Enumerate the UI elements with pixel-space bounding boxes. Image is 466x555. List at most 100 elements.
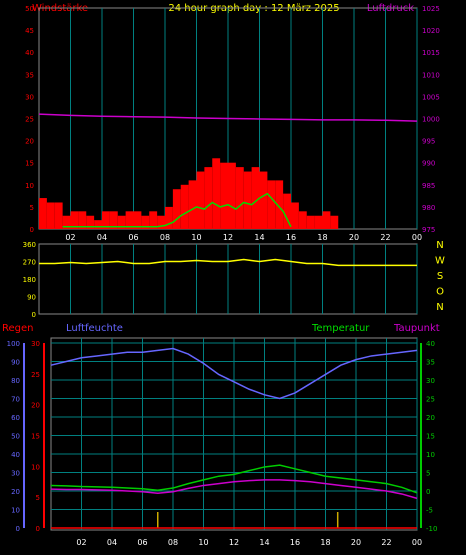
wind-bar <box>220 162 228 229</box>
direction-line <box>39 258 417 267</box>
pressure-line <box>38 113 418 122</box>
wind-bar <box>180 184 189 229</box>
wind-bar <box>70 211 79 229</box>
panel1-x-tick-label: 22 <box>380 233 390 242</box>
panel1-x-tick-label: 18 <box>317 233 327 242</box>
panel1-x-tick-label: 04 <box>97 233 107 242</box>
pressure-tick-label: 990 <box>422 160 435 168</box>
temperature-tick-label: -10 <box>426 525 437 533</box>
wind-tick-label: 15 <box>25 160 34 168</box>
temperature-y-ticks: -10 -5 0 5 10 15 20 25 30 35 40 <box>426 340 437 533</box>
pressure-tick-label: 995 <box>422 138 435 146</box>
panel3-x-tick-label: 20 <box>351 538 361 547</box>
wind-bar <box>46 202 55 229</box>
panel1-x-tick-label: 12 <box>223 233 233 242</box>
wind-tick-label: 5 <box>30 204 34 212</box>
wind-bar <box>102 211 110 229</box>
wind-bar <box>62 215 71 229</box>
panel3-x-tick-label: 16 <box>290 538 300 547</box>
pressure-tick-label: 1020 <box>422 27 440 35</box>
humidity-tick-label: 10 <box>11 507 20 515</box>
direction-label: N <box>436 240 443 251</box>
humidity-tick-label: 0 <box>16 525 20 533</box>
temperature-tick-label: 25 <box>426 396 435 404</box>
humidity-tick-label: 100 <box>7 340 20 348</box>
temperature-tick-label: 35 <box>426 359 435 367</box>
direction-label: O <box>436 287 444 298</box>
wind-bar <box>291 202 299 229</box>
panel3-x-tick-label: 22 <box>381 538 391 547</box>
pressure-tick-label: 980 <box>422 204 435 212</box>
wind-bars <box>39 158 339 229</box>
panel3-x-tick-label: 06 <box>137 538 147 547</box>
temperature-tick-label: -5 <box>426 507 433 515</box>
panel3-x-tick-label: 02 <box>76 538 86 547</box>
humidity-y-ticks: 0 10 20 30 40 50 60 70 80 90 100 <box>7 340 20 533</box>
panel1-x-tick-label: 16 <box>286 233 296 242</box>
temperature-tick-label: 30 <box>426 377 435 385</box>
rain-tick-label: 15 <box>31 433 40 441</box>
pressure-tick-label: 1005 <box>422 93 440 101</box>
wind-bar <box>117 215 126 229</box>
humidity-tick-label: 90 <box>11 359 20 367</box>
temperature-tick-label: 5 <box>426 470 430 478</box>
panel3-x-tick-label: 10 <box>198 538 208 547</box>
wind-bar <box>196 171 205 229</box>
rain-axis-label: Regen <box>2 323 34 334</box>
rain-tick-label: 20 <box>31 402 40 410</box>
humidity-tick-label: 50 <box>11 433 20 441</box>
wind-bar <box>149 211 158 229</box>
pressure-tick-label: 1000 <box>422 116 440 124</box>
wind-tick-label: 35 <box>25 71 34 79</box>
pressure-tick-label: 1010 <box>422 71 440 79</box>
direction-y-ticks: 0 90 180 270 360 <box>23 241 36 319</box>
panel1-x-tick-label: 06 <box>128 233 138 242</box>
wind-bar <box>86 215 95 229</box>
humidity-line <box>50 347 418 400</box>
panel1-grid <box>70 8 418 229</box>
pressure-tick-label: 1025 <box>422 5 440 13</box>
direction-label: N <box>436 302 443 313</box>
wind-bar <box>212 158 221 229</box>
panel3-x-tick-label: 00 <box>412 538 422 547</box>
humidity-tick-label: 30 <box>11 470 20 478</box>
wind-bar <box>109 211 118 229</box>
wind-tick-label: 0 <box>30 226 34 234</box>
dewpoint-line <box>50 479 418 500</box>
panel1-x-tick-label: 14 <box>254 233 264 242</box>
wind-bar <box>298 211 307 229</box>
wind-bar <box>165 206 173 229</box>
wind-bar <box>172 189 181 229</box>
humidity-tick-label: 20 <box>11 488 20 496</box>
wind-bar <box>133 211 142 229</box>
wind-tick-label: 20 <box>25 138 34 146</box>
panel3-x-tick-label: 04 <box>107 538 117 547</box>
rain-tick-label: 10 <box>31 463 40 471</box>
wind-bar <box>275 180 284 229</box>
panel1-x-tick-label: 02 <box>65 233 75 242</box>
wind-bar <box>322 211 331 229</box>
wind-bar <box>157 215 165 229</box>
rain-y-ticks: 0 5 10 15 20 25 30 <box>31 340 40 533</box>
direction-tick-label: 180 <box>23 276 36 284</box>
direction-label: W <box>435 256 445 267</box>
direction-tick-label: 270 <box>23 259 36 267</box>
wind-bar <box>243 171 252 229</box>
wind-bar <box>228 162 236 229</box>
wind-bar <box>267 180 276 229</box>
pressure-tick-label: 975 <box>422 226 435 234</box>
humidity-axis-label: Luftfeuchte <box>66 323 123 334</box>
wind-bar <box>330 215 339 229</box>
temperature-tick-label: 15 <box>426 433 435 441</box>
panel3-x-tick-label: 14 <box>259 538 269 547</box>
panel1-x-tick-label: 08 <box>160 233 170 242</box>
rain-tick-label: 25 <box>31 371 40 379</box>
wind-tick-label: 30 <box>25 93 34 101</box>
pressure-tick-label: 985 <box>422 182 435 190</box>
panel3-x-tick-label: 12 <box>229 538 239 547</box>
